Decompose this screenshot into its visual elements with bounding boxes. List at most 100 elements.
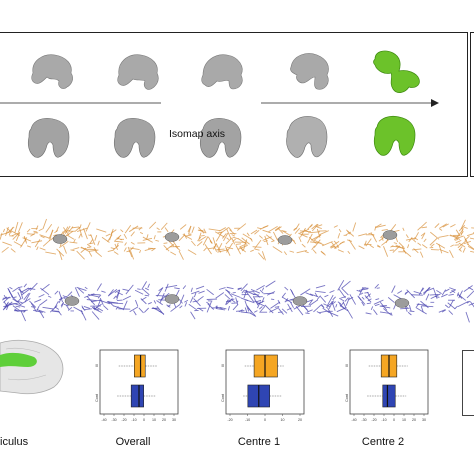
streamline-fiber (310, 241, 322, 244)
streamline-fiber (87, 294, 99, 298)
row1-shape-1 (31, 54, 73, 89)
streamline-fiber (47, 295, 52, 298)
streamline-fiber (298, 232, 308, 238)
streamline-fiber (187, 249, 197, 255)
x-tick-label: 10 (281, 418, 285, 422)
streamline-fiber (225, 238, 232, 245)
streamline-fiber (129, 306, 139, 313)
streamline-fiber (454, 239, 459, 241)
streamline-fiber (86, 299, 97, 302)
streamline-fiber (96, 228, 107, 233)
streamline-fiber (108, 289, 118, 296)
streamline-fiber (417, 242, 422, 246)
streamline-fiber (344, 297, 349, 302)
strip-grey-shape (277, 235, 293, 245)
axis-arrow-head (431, 99, 439, 107)
streamline-fiber (316, 311, 321, 315)
streamline-fiber (315, 290, 326, 294)
streamline-fiber (413, 248, 419, 254)
streamline-fiber (264, 304, 274, 314)
streamline-fiber (463, 285, 473, 292)
orange-streamline-strip (0, 218, 474, 261)
streamline-fiber (429, 293, 439, 296)
streamline-fiber (374, 303, 380, 307)
streamline-fiber (22, 237, 32, 242)
streamline-fiber (31, 240, 43, 244)
streamline-fiber (407, 311, 412, 316)
streamline-fiber (390, 245, 394, 248)
streamline-fiber (13, 296, 17, 299)
streamline-fiber (235, 243, 242, 245)
streamline-fiber (316, 228, 321, 238)
streamline-fiber (263, 292, 275, 295)
streamline-fiber (470, 250, 474, 253)
streamline-fiber (114, 243, 119, 250)
streamline-fiber (425, 293, 430, 301)
streamline-fiber (302, 304, 308, 311)
streamline-fiber (198, 232, 202, 239)
streamline-fiber (168, 240, 175, 247)
streamline-fiber (383, 246, 389, 257)
streamline-fiber (110, 247, 116, 250)
streamline-fiber (170, 304, 181, 312)
x-tick-label: -20 (121, 418, 126, 422)
streamline-fiber (41, 283, 50, 291)
streamline-fiber (110, 231, 113, 236)
streamline-fiber (7, 287, 14, 298)
streamline-fiber (89, 249, 99, 252)
streamline-fiber (441, 309, 447, 313)
streamline-fiber (405, 234, 409, 239)
streamline-fiber (323, 303, 331, 308)
streamline-fiber (228, 226, 232, 231)
streamline-fiber (293, 228, 297, 232)
streamline-fiber (76, 250, 85, 260)
streamline-fiber (314, 292, 318, 297)
streamline-fiber (313, 304, 322, 313)
streamline-fiber (449, 250, 454, 258)
streamline-fiber (229, 229, 236, 235)
streamline-fiber (117, 236, 120, 240)
streamline-fiber (282, 230, 291, 236)
streamline-fiber (82, 312, 87, 321)
streamline-fiber (270, 298, 275, 301)
streamline-fiber (71, 226, 80, 229)
streamline-fiber (122, 295, 132, 301)
streamline-fiber (127, 246, 133, 258)
streamline-fiber (231, 237, 236, 245)
streamline-fiber (448, 299, 454, 308)
streamline-fiber (23, 309, 26, 313)
streamline-fiber (200, 234, 205, 237)
plot-frame (349, 349, 429, 415)
streamline-fiber (93, 247, 97, 252)
streamline-fiber (172, 240, 179, 249)
streamline-fiber (242, 233, 253, 240)
streamline-fiber (265, 280, 276, 288)
streamline-fiber (463, 226, 468, 229)
streamline-fiber (245, 299, 255, 304)
streamline-fiber (18, 286, 23, 288)
streamline-fiber (99, 297, 104, 306)
x-tick-label: -10 (131, 418, 136, 422)
streamline-fiber (113, 305, 124, 310)
brain-panel (0, 335, 70, 405)
streamline-fiber (271, 240, 275, 243)
streamline-fiber (373, 299, 384, 305)
streamline-fiber (3, 301, 8, 308)
streamline-fiber (88, 251, 93, 257)
streamline-fiber (397, 290, 403, 294)
streamline-fiber (217, 249, 229, 253)
streamline-fiber (164, 227, 169, 233)
streamline-fiber (250, 229, 258, 235)
streamline-fiber (441, 289, 447, 296)
x-tick-label: 0 (143, 418, 145, 422)
streamline-fiber (339, 297, 345, 302)
streamline-fiber (137, 288, 141, 290)
streamline-fiber (423, 238, 427, 243)
streamline-fiber (12, 298, 18, 303)
streamline-fiber (346, 308, 353, 319)
streamline-fiber (45, 251, 57, 255)
streamline-fiber (243, 291, 255, 293)
streamline-fiber (187, 225, 192, 233)
streamline-fiber (337, 301, 342, 305)
streamline-fiber (438, 309, 446, 313)
